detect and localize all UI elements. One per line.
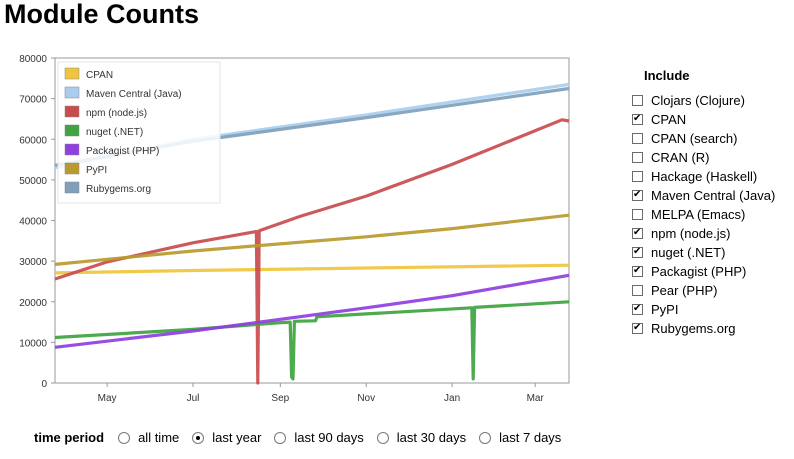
include-checkbox[interactable] xyxy=(632,190,643,201)
include-option-label: CPAN xyxy=(651,112,687,127)
module-counts-chart: 0 10000 20000 30000 40000 50000 60000 70000 8000… xyxy=(19,54,570,404)
include-option[interactable]: Packagist (PHP) xyxy=(632,262,792,281)
include-checkbox[interactable] xyxy=(632,228,643,239)
legend-swatch xyxy=(64,162,80,175)
include-option[interactable]: Rubygems.org xyxy=(632,319,792,338)
series-line xyxy=(54,300,570,381)
legend-swatch xyxy=(64,143,80,156)
legend-swatch xyxy=(64,67,80,80)
legend-swatch xyxy=(64,105,80,118)
time-period-radio[interactable] xyxy=(192,431,205,444)
include-option-label: CRAN (R) xyxy=(651,150,710,165)
time-period-option-label: last 90 days xyxy=(294,430,364,445)
include-checkbox[interactable] xyxy=(632,209,643,220)
include-checkbox[interactable] xyxy=(632,266,643,277)
y-tick-label: 40000 xyxy=(19,217,47,228)
include-option-label: Packagist (PHP) xyxy=(651,264,747,279)
include-heading: Include xyxy=(644,68,690,83)
include-option[interactable]: PyPI xyxy=(632,300,792,319)
include-option-label: PyPI xyxy=(651,302,679,317)
y-tick-label: 60000 xyxy=(19,135,47,146)
legend-swatch xyxy=(64,124,80,137)
time-period-option-label: last 7 days xyxy=(499,430,562,445)
include-checkbox[interactable] xyxy=(632,133,643,144)
include-option[interactable]: CPAN xyxy=(632,110,792,129)
include-option[interactable]: Maven Central (Java) xyxy=(632,186,792,205)
include-option-label: Hackage (Haskell) xyxy=(651,169,758,184)
include-checkbox[interactable] xyxy=(632,285,643,296)
time-period-option[interactable]: last 30 days xyxy=(376,430,467,445)
legend-label: CPAN xyxy=(86,70,113,81)
time-period-radio[interactable] xyxy=(479,431,492,444)
legend-label: PyPI xyxy=(86,165,107,176)
include-option-label: Maven Central (Java) xyxy=(651,188,776,203)
include-checkbox[interactable] xyxy=(632,323,643,334)
y-tick-label: 30000 xyxy=(19,257,47,268)
include-option-label: Pear (PHP) xyxy=(651,283,718,298)
series-line xyxy=(54,118,570,385)
include-panel: Include Clojars (Clojure) CPAN CPAN (searc… xyxy=(632,68,792,338)
y-tick-label: 70000 xyxy=(19,95,47,106)
y-tick-label: 50000 xyxy=(19,176,47,187)
legend-label: Packagist (PHP) xyxy=(86,146,159,157)
include-checkbox[interactable] xyxy=(632,152,643,163)
time-period-option[interactable]: all time xyxy=(118,430,179,445)
page-title: Module Counts xyxy=(4,0,199,29)
legend-swatch xyxy=(64,181,80,194)
x-tick-label: Mar xyxy=(527,393,545,404)
legend-box xyxy=(57,61,221,204)
y-tick-label: 20000 xyxy=(19,298,47,309)
series-line xyxy=(54,273,570,349)
time-period-option-label: last 30 days xyxy=(396,430,467,445)
x-tick-label: Nov xyxy=(357,393,375,404)
include-option[interactable]: Pear (PHP) xyxy=(632,281,792,300)
legend-label: npm (node.js) xyxy=(86,108,147,119)
include-checkbox[interactable] xyxy=(632,304,643,315)
include-option-label: nuget (.NET) xyxy=(651,245,726,260)
time-period-radio[interactable] xyxy=(376,431,389,444)
series-line xyxy=(54,213,570,266)
legend-label: Maven Central (Java) xyxy=(86,89,182,100)
include-option[interactable]: CRAN (R) xyxy=(632,148,792,167)
include-option[interactable]: npm (node.js) xyxy=(632,224,792,243)
time-period-radio[interactable] xyxy=(274,431,287,444)
time-period-option[interactable]: last year xyxy=(192,430,261,445)
time-period-option[interactable]: last 7 days xyxy=(479,430,561,445)
time-period-radio[interactable] xyxy=(118,431,131,444)
y-tick-label: 80000 xyxy=(19,54,47,65)
include-option-label: CPAN (search) xyxy=(651,131,738,146)
include-list: Clojars (Clojure) CPAN CPAN (search) CRAN (… xyxy=(632,91,792,338)
x-tick-label: Sep xyxy=(271,393,289,404)
include-checkbox[interactable] xyxy=(632,171,643,182)
y-tick-label: 0 xyxy=(41,379,47,390)
x-tick-label: Jan xyxy=(444,393,460,404)
include-option-label: Rubygems.org xyxy=(651,321,736,336)
include-option-label: MELPA (Emacs) xyxy=(651,207,746,222)
time-period-options: all time last year last 90 days last 30 day… xyxy=(118,430,574,445)
include-option[interactable]: Clojars (Clojure) xyxy=(632,91,792,110)
legend-label: Rubygems.org xyxy=(86,184,151,195)
include-option[interactable]: nuget (.NET) xyxy=(632,243,792,262)
include-option[interactable]: CPAN (search) xyxy=(632,129,792,148)
x-tick-label: Jul xyxy=(187,393,200,404)
include-option-label: npm (node.js) xyxy=(651,226,731,241)
legend-swatch xyxy=(64,86,80,99)
time-period-option-label: last year xyxy=(212,430,262,445)
time-period-option[interactable]: last 90 days xyxy=(274,430,364,445)
legend-label: nuget (.NET) xyxy=(86,127,143,138)
time-period-label: time period xyxy=(34,430,105,445)
include-option[interactable]: MELPA (Emacs) xyxy=(632,205,792,224)
x-tick-label: May xyxy=(98,393,117,404)
include-option-label: Clojars (Clojure) xyxy=(651,93,745,108)
include-checkbox[interactable] xyxy=(632,95,643,106)
series-line xyxy=(54,263,570,275)
time-period-option-label: all time xyxy=(138,430,180,445)
time-period-selector: time period all time last year last 90 day… xyxy=(34,430,574,445)
include-checkbox[interactable] xyxy=(632,247,643,258)
y-tick-label: 10000 xyxy=(19,338,47,349)
include-option[interactable]: Hackage (Haskell) xyxy=(632,167,792,186)
include-checkbox[interactable] xyxy=(632,114,643,125)
